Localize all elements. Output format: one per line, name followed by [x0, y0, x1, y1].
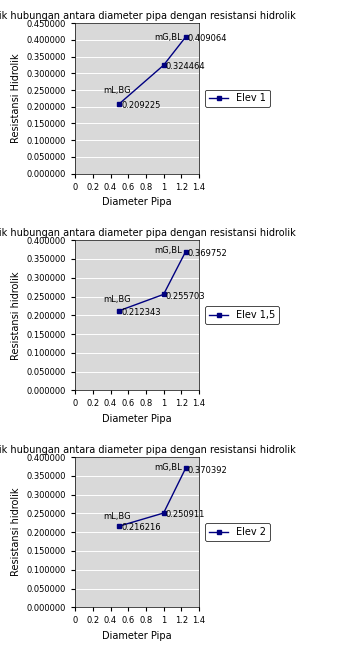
Elev 2	[117, 522, 121, 530]
Text: mL,BG: mL,BG	[104, 87, 131, 95]
Text: 0.324464: 0.324464	[165, 63, 205, 71]
Elev 1,5	[162, 290, 166, 298]
Legend: Elev 1: Elev 1	[205, 89, 270, 108]
Title: Grafik hubungan antara diameter pipa dengan resistansi hidrolik: Grafik hubungan antara diameter pipa den…	[0, 445, 296, 455]
Line: Elev 1,5: Elev 1,5	[117, 249, 188, 313]
Text: 0.409064: 0.409064	[188, 34, 227, 43]
Elev 1	[162, 61, 166, 69]
Elev 1	[117, 100, 121, 108]
Y-axis label: Resistansi hidrolik: Resistansi hidrolik	[11, 271, 21, 359]
Text: 0.255703: 0.255703	[165, 291, 205, 301]
Title: Grafik hubungan antara diameter pipa dengan resistansi hidrolik: Grafik hubungan antara diameter pipa den…	[0, 228, 296, 238]
Text: 0.370392: 0.370392	[188, 466, 227, 475]
Line: Elev 1: Elev 1	[117, 35, 188, 106]
X-axis label: Diameter Pipa: Diameter Pipa	[102, 414, 172, 424]
X-axis label: Diameter Pipa: Diameter Pipa	[102, 197, 172, 207]
Elev 1,5	[184, 248, 188, 256]
Text: mL,BG: mL,BG	[104, 512, 131, 521]
Text: 0.369752: 0.369752	[188, 249, 227, 258]
Text: mG,BL: mG,BL	[155, 463, 183, 472]
Text: mG,BL: mG,BL	[155, 246, 183, 256]
Y-axis label: Resistansi hidrolik: Resistansi hidrolik	[11, 488, 21, 576]
Elev 2	[162, 509, 166, 517]
Text: mL,BG: mL,BG	[104, 295, 131, 304]
Text: 0.212343: 0.212343	[121, 308, 161, 317]
Y-axis label: Resistansi Hidrolik: Resistansi Hidrolik	[11, 53, 21, 143]
Elev 1,5	[117, 306, 121, 314]
Elev 2	[184, 464, 188, 472]
Text: 0.250911: 0.250911	[165, 511, 205, 520]
Line: Elev 2: Elev 2	[117, 466, 188, 529]
Elev 1	[184, 33, 188, 41]
Text: mG,BL: mG,BL	[155, 33, 183, 42]
Legend: Elev 1,5: Elev 1,5	[205, 306, 279, 324]
Text: 0.216216: 0.216216	[121, 524, 161, 533]
Legend: Elev 2: Elev 2	[205, 524, 270, 541]
Text: 0.209225: 0.209225	[121, 101, 161, 110]
Title: Grafik hubungan antara diameter pipa dengan resistansi hidrolik: Grafik hubungan antara diameter pipa den…	[0, 11, 296, 21]
X-axis label: Diameter Pipa: Diameter Pipa	[102, 631, 172, 641]
